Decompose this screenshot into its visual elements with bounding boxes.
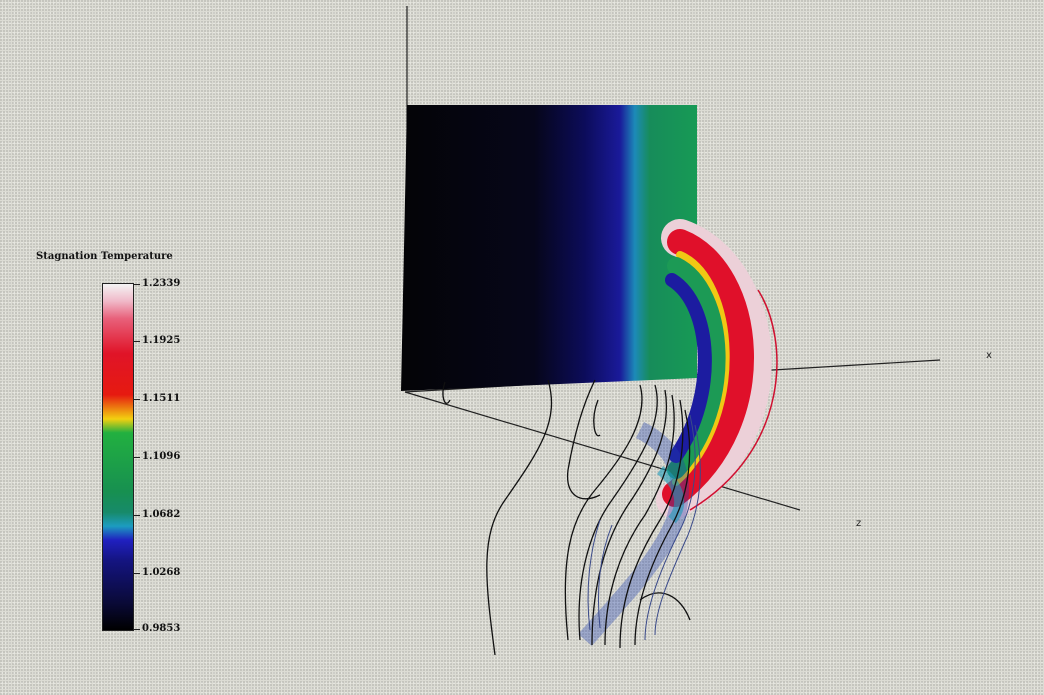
contour-line	[644, 414, 696, 641]
contour-line	[442, 381, 451, 404]
legend-tick-label: 1.1096	[142, 451, 181, 462]
contour-line	[591, 389, 668, 646]
contour-line	[566, 379, 601, 500]
contour-line	[564, 384, 643, 641]
legend-tick	[134, 629, 140, 630]
contour-line	[593, 399, 601, 437]
cyan-flow-band	[656, 466, 685, 524]
x-axis-label: x	[986, 350, 992, 361]
legend-tick	[134, 515, 140, 516]
shell-green-layer	[667, 257, 726, 479]
color-scale-bar	[102, 283, 134, 631]
z-axis-label: z	[856, 518, 862, 529]
contour-line	[604, 394, 675, 646]
legend-tick	[134, 399, 140, 400]
contour-line	[619, 399, 684, 649]
contour-lines	[442, 379, 691, 656]
shell-red-layer	[662, 229, 754, 507]
blue-contour-lines	[587, 414, 701, 641]
contour-line	[598, 524, 613, 629]
contour-line	[654, 424, 701, 636]
legend-tick	[134, 284, 140, 285]
contour-line	[587, 519, 601, 631]
z-axis-line	[404, 391, 801, 511]
legend-tick-label: 1.2339	[142, 278, 181, 289]
legend-tick-label: 1.1511	[142, 393, 181, 404]
legend-tick	[134, 573, 140, 574]
legend-tick-label: 0.9853	[142, 623, 181, 634]
legend-tick	[134, 457, 140, 458]
contour-line	[634, 409, 691, 646]
contour-line	[578, 384, 658, 641]
shell-edge	[689, 289, 778, 511]
legend-title: Stagnation Temperature	[36, 251, 173, 262]
legend-tick-label: 1.0268	[142, 567, 181, 578]
contour-line	[486, 379, 553, 656]
legend-tick-label: 1.1925	[142, 335, 181, 346]
legend-tick	[134, 341, 140, 342]
flow-panel	[401, 105, 697, 391]
legend-tick-label: 1.0682	[142, 509, 181, 520]
contour-line	[639, 592, 691, 621]
